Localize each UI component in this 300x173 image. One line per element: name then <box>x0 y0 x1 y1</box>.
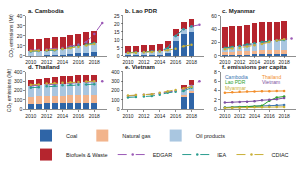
svg-text:2016: 2016 <box>170 59 181 65</box>
svg-text:400: 400 <box>14 69 23 75</box>
svg-text:2016: 2016 <box>264 113 275 119</box>
svg-text:2012: 2012 <box>234 113 245 119</box>
svg-text:Lao PDR: Lao PDR <box>225 79 246 85</box>
svg-text:2018: 2018 <box>186 113 197 119</box>
svg-text:2014: 2014 <box>249 59 260 65</box>
svg-text:2010: 2010 <box>25 59 36 65</box>
svg-text:10: 10 <box>17 43 23 49</box>
svg-text:2018: 2018 <box>89 113 100 119</box>
svg-text:f. emissions per capita: f. emissions per capita <box>222 64 287 70</box>
svg-text:2012: 2012 <box>41 113 52 119</box>
svg-text:Vietnam: Vietnam <box>262 79 280 85</box>
svg-text:60: 60 <box>211 13 217 19</box>
svg-text:2014: 2014 <box>57 113 68 119</box>
svg-text:c. Myanmar: c. Myanmar <box>222 8 256 14</box>
svg-text:2018: 2018 <box>279 113 290 119</box>
svg-text:Biofuels & Waste: Biofuels & Waste <box>66 152 108 158</box>
svg-text:8: 8 <box>214 69 217 75</box>
svg-text:2018: 2018 <box>186 59 197 65</box>
svg-text:40: 40 <box>211 26 217 32</box>
svg-text:300: 300 <box>14 78 23 84</box>
svg-text:2010: 2010 <box>219 113 230 119</box>
svg-text:2010: 2010 <box>219 59 230 65</box>
svg-text:2014: 2014 <box>57 59 68 65</box>
svg-text:2010: 2010 <box>122 113 133 119</box>
svg-text:2012: 2012 <box>41 59 52 65</box>
svg-text:2018: 2018 <box>279 59 290 65</box>
svg-text:2012: 2012 <box>138 59 149 65</box>
svg-text:200: 200 <box>111 87 120 93</box>
svg-text:2012: 2012 <box>138 113 149 119</box>
svg-text:2018: 2018 <box>89 59 100 65</box>
svg-text:0: 0 <box>214 53 217 59</box>
svg-text:4: 4 <box>214 87 217 93</box>
svg-text:100: 100 <box>14 97 23 103</box>
svg-text:2016: 2016 <box>73 59 84 65</box>
svg-text:20: 20 <box>17 33 23 39</box>
svg-text:a. Cambodia: a. Cambodia <box>28 8 64 14</box>
svg-text:d. Thailand: d. Thailand <box>28 64 60 70</box>
svg-text:400: 400 <box>111 69 120 75</box>
svg-text:0: 0 <box>20 106 23 112</box>
svg-text:2014: 2014 <box>154 59 165 65</box>
svg-text:Thailand: Thailand <box>262 74 281 80</box>
svg-text:2016: 2016 <box>170 113 181 119</box>
svg-text:Natural gas: Natural gas <box>122 133 150 139</box>
svg-text:CO₂ emissions (Mt): CO₂ emissions (Mt) <box>8 14 14 58</box>
svg-text:2014: 2014 <box>249 113 260 119</box>
svg-text:0: 0 <box>20 53 23 59</box>
svg-text:40: 40 <box>17 13 23 19</box>
svg-text:300: 300 <box>111 78 120 84</box>
svg-text:2014: 2014 <box>154 113 165 119</box>
svg-text:5: 5 <box>117 45 120 51</box>
svg-text:0: 0 <box>214 106 217 112</box>
svg-text:Cambodia: Cambodia <box>225 74 248 80</box>
svg-text:100: 100 <box>111 97 120 103</box>
svg-text:2010: 2010 <box>25 113 36 119</box>
svg-text:10: 10 <box>114 37 120 43</box>
svg-text:CDIAC: CDIAC <box>271 152 288 158</box>
svg-text:2: 2 <box>214 97 217 103</box>
svg-text:Oil products: Oil products <box>196 133 226 139</box>
svg-text:0: 0 <box>117 106 120 112</box>
svg-text:2010: 2010 <box>122 59 133 65</box>
svg-text:e. Vietnam: e. Vietnam <box>125 64 155 70</box>
svg-text:30: 30 <box>17 23 23 29</box>
svg-text:Coal: Coal <box>66 133 77 139</box>
svg-text:2012: 2012 <box>234 59 245 65</box>
svg-text:IEA: IEA <box>217 152 226 158</box>
svg-text:6: 6 <box>214 78 217 84</box>
svg-text:b. Lao PDR: b. Lao PDR <box>125 8 158 14</box>
svg-text:15: 15 <box>114 29 120 35</box>
svg-text:25: 25 <box>114 13 120 19</box>
svg-text:EDGAR: EDGAR <box>153 152 173 158</box>
svg-text:200: 200 <box>14 87 23 93</box>
svg-text:20: 20 <box>211 39 217 45</box>
svg-text:Myanmar: Myanmar <box>225 85 246 91</box>
svg-text:CO₂ emissions (Mt): CO₂ emissions (Mt) <box>6 68 12 112</box>
svg-text:0: 0 <box>117 53 120 59</box>
svg-text:20: 20 <box>114 21 120 27</box>
svg-text:2016: 2016 <box>73 113 84 119</box>
svg-text:2016: 2016 <box>264 59 275 65</box>
